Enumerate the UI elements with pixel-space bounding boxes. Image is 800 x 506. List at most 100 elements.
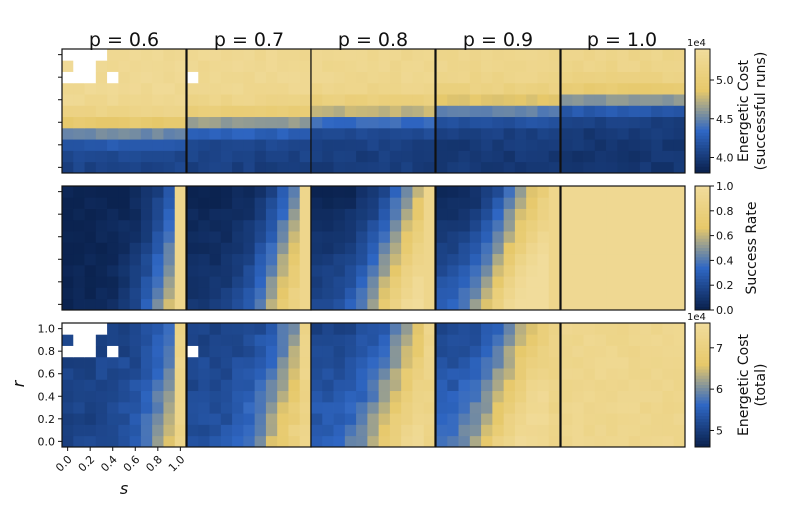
heatmap-cell: [469, 413, 482, 425]
heatmap-cell: [447, 231, 459, 243]
heatmap-cell: [187, 435, 199, 448]
heatmap-cell: [254, 231, 267, 243]
heatmap-cell: [367, 323, 380, 335]
heatmap-cell: [651, 368, 663, 380]
heatmap-cell: [62, 161, 74, 174]
heatmap-cell: [423, 197, 436, 209]
heatmap-cell: [209, 276, 222, 288]
heatmap-cell: [673, 264, 686, 277]
heatmap-cell: [118, 345, 131, 358]
heatmap-cell: [367, 127, 380, 140]
heatmap-cell: [118, 287, 131, 300]
heatmap-cell: [107, 323, 119, 335]
heatmap-cell: [673, 334, 686, 346]
heatmap-cell: [617, 298, 630, 311]
heatmap-cell: [209, 242, 222, 255]
heatmap-cell: [537, 435, 550, 448]
heatmap-cell: [163, 424, 176, 437]
heatmap-cell: [606, 116, 618, 129]
heatmap-cell: [651, 82, 663, 95]
heatmap-cell: [344, 197, 357, 209]
heatmap-cell: [469, 105, 482, 118]
heatmap-cell: [288, 197, 301, 209]
heatmap-cell: [561, 150, 573, 163]
heatmap-cell: [254, 413, 267, 425]
heatmap-cell: [401, 208, 413, 221]
heatmap-cell: [572, 253, 584, 266]
heatmap-cell: [187, 379, 199, 392]
heatmap-cell: [73, 186, 85, 198]
heatmap-cell: [243, 60, 256, 72]
heatmap-cell: [187, 298, 199, 311]
heatmap-cell: [389, 435, 402, 448]
heatmap-cell: [389, 345, 402, 358]
heatmap-cell: [209, 435, 222, 448]
heatmap-cell: [436, 276, 448, 288]
heatmap-cell: [458, 208, 471, 221]
heatmap-cell: [481, 345, 493, 358]
heatmap-cell: [412, 413, 425, 425]
heatmap-cell: [107, 60, 119, 72]
heatmap-cell: [84, 323, 97, 335]
heatmap-cell: [367, 208, 380, 221]
heatmap-cell: [548, 276, 561, 288]
heatmap-cell: [389, 334, 402, 346]
colorbar-segment: [695, 169, 710, 174]
heatmap-cell: [662, 413, 675, 425]
heatmap-cell: [492, 298, 505, 311]
heatmap-cell: [492, 264, 505, 277]
heatmap-cell: [95, 242, 108, 255]
heatmap-cell: [243, 150, 256, 163]
colorbar-multiplier: 1e4: [687, 312, 706, 323]
heatmap-cell: [639, 82, 652, 95]
heatmap-cell: [220, 242, 233, 255]
heatmap-cell: [583, 219, 596, 232]
heatmap-cell: [606, 298, 618, 311]
heatmap-cell: [492, 242, 505, 255]
colorbar-segment: [695, 154, 710, 158]
heatmap-cell: [356, 264, 368, 277]
heatmap-cell: [356, 219, 368, 232]
heatmap-cell: [198, 150, 210, 163]
heatmap-cell: [572, 264, 584, 277]
heatmap-cell: [311, 105, 323, 118]
heatmap-cell: [107, 208, 119, 221]
heatmap-panel-row1-p1: [560, 48, 686, 174]
heatmap-cell: [628, 356, 641, 369]
heatmap-cell: [594, 435, 607, 448]
heatmap-cell: [606, 127, 618, 140]
colorbar-segment: [695, 291, 710, 295]
heatmap-cell: [299, 219, 312, 232]
colorbar-segment: [695, 192, 710, 196]
heatmap-cell: [322, 139, 334, 151]
colorbar-segment: [695, 251, 710, 255]
heatmap-cell: [526, 368, 538, 380]
heatmap-cell: [232, 276, 244, 288]
colorbar-segment: [695, 403, 710, 408]
heatmap-cell: [401, 276, 413, 288]
colorbar-tick-label: 1.0: [716, 180, 734, 193]
heatmap-cell: [639, 197, 652, 209]
heatmap-cell: [548, 334, 561, 346]
heatmap-cell: [606, 186, 618, 198]
colorbar-segment: [695, 303, 710, 308]
heatmap-cell: [299, 390, 312, 403]
heatmap-panel-row3-p09: [435, 322, 561, 448]
heatmap-cell: [243, 49, 256, 61]
heatmap-cell: [412, 401, 425, 414]
heatmap-cell: [232, 197, 244, 209]
heatmap-cell: [243, 139, 256, 151]
heatmap-cell: [367, 413, 380, 425]
heatmap-cell: [401, 219, 413, 232]
heatmap-cell: [152, 242, 164, 255]
heatmap-cell: [174, 287, 187, 300]
heatmap-cell: [288, 334, 301, 346]
heatmap-cell: [311, 401, 323, 414]
heatmap-cell: [378, 82, 391, 95]
heatmap-cell: [526, 287, 538, 300]
colorbar-segment: [695, 360, 710, 364]
heatmap-cell: [572, 82, 584, 95]
heatmap-cell: [344, 298, 357, 311]
heatmap-cell: [163, 298, 176, 311]
heatmap-cell: [572, 435, 584, 448]
